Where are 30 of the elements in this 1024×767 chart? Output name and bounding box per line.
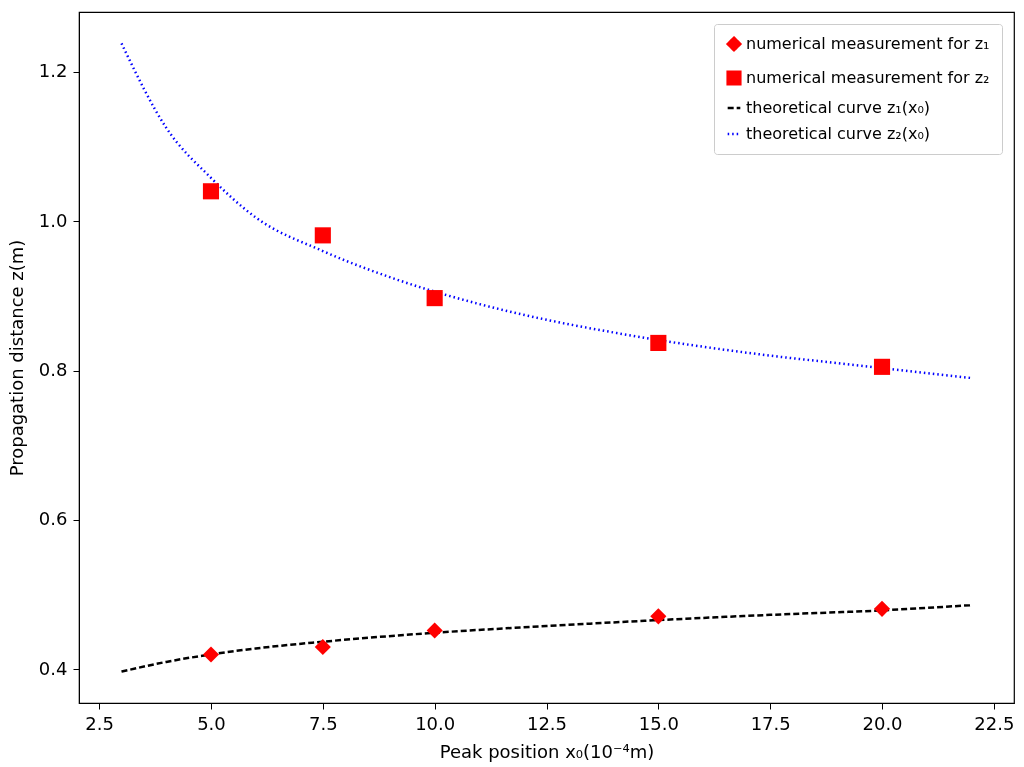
x-tick-label: 15.0 [638, 712, 679, 734]
point [202, 646, 220, 663]
point [202, 183, 220, 200]
point [314, 638, 331, 656]
point [426, 622, 443, 639]
x-tick-label: 5.0 [197, 712, 226, 734]
x-tick-label: 10.0 [415, 712, 456, 734]
legend-label: numerical measurement for z₁ [746, 34, 990, 53]
legend-label: theoretical curve z₁(x₀) [746, 98, 931, 117]
y-tick-label: 1.0 [38, 209, 68, 231]
point [873, 358, 891, 375]
point [426, 290, 443, 307]
legend-label: theoretical curve z₂(x₀) [746, 124, 931, 143]
y-tick-label: 0.8 [38, 359, 68, 381]
y-tick-label: 0.6 [38, 508, 68, 530]
point [650, 608, 667, 625]
point [650, 334, 667, 351]
legend-label: numerical measurement for z₂ [746, 68, 990, 87]
point [873, 600, 891, 617]
x-tick-label: 20.0 [862, 712, 903, 734]
x-tick-label: 17.5 [750, 712, 791, 734]
x-tick-label: 22.5 [974, 712, 1015, 734]
x-tick-label: 12.5 [526, 712, 568, 734]
y-tick-label: 1.2 [38, 60, 68, 82]
x-axis-title: Peak position x₀(10⁻⁴m) [439, 740, 655, 762]
point [314, 227, 331, 244]
x-tick-label: 2.5 [85, 712, 114, 734]
y-tick-label: 0.4 [38, 657, 68, 679]
y-axis-title: Propagation distance z(m) [5, 239, 27, 477]
x-tick-label: 7.5 [309, 712, 338, 734]
